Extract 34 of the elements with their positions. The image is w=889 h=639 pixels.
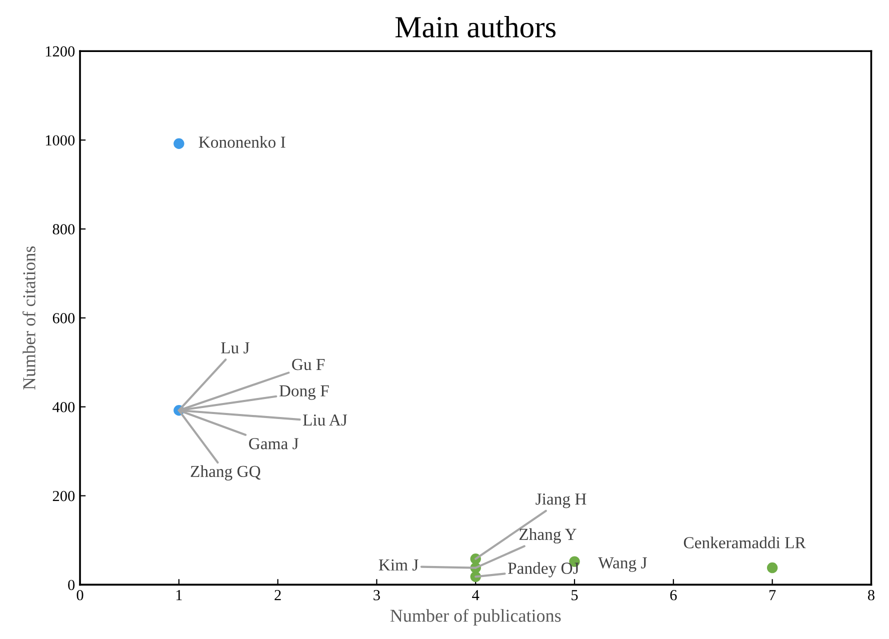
x-tick-label: 6 [670, 590, 677, 600]
x-tick-label: 2 [274, 590, 281, 600]
annotation: Wang J [598, 557, 647, 572]
chart-title: Main authors [395, 16, 556, 38]
y-tick-label: 1200 [46, 46, 75, 57]
x-tick-label: 7 [770, 590, 776, 600]
x-tick-label: 5 [572, 590, 578, 600]
y-axis-title: Number of citations [22, 246, 36, 390]
x-axis-title: Number of publications [390, 608, 561, 626]
annotation: Gu F [292, 358, 325, 370]
x-tick-label: 3 [374, 590, 380, 600]
x-tick-label: 1 [176, 590, 182, 600]
annotation: Gama J [249, 438, 298, 450]
y-tick-label: 200 [52, 490, 75, 502]
y-tick-label: 0 [68, 580, 75, 590]
point [174, 138, 184, 149]
annotation: Kononenko I [198, 136, 286, 148]
point [766, 562, 778, 574]
annotation: Lu J [221, 342, 250, 354]
annotation: Jiang H [536, 493, 586, 508]
x-tick-label: 4 [472, 590, 480, 600]
x-tick-label: 8 [868, 590, 874, 600]
annotation: Pandey OJ [508, 562, 579, 578]
y-tick-label: 600 [52, 313, 75, 324]
y-tick-label: 400 [52, 402, 75, 412]
y-tick-label: 1000 [46, 135, 75, 146]
x-tick-label: 0 [76, 590, 84, 600]
annotation: Zhang Y [519, 528, 576, 544]
y-tick-label: 800 [52, 224, 75, 234]
annotation: Kim J [378, 559, 418, 571]
annotation: Dong F [279, 385, 329, 400]
annotation: Cenkeramaddi LR [684, 536, 806, 548]
annotation: Zhang GQ [190, 465, 261, 480]
annotation: Liu AJ [303, 414, 348, 426]
